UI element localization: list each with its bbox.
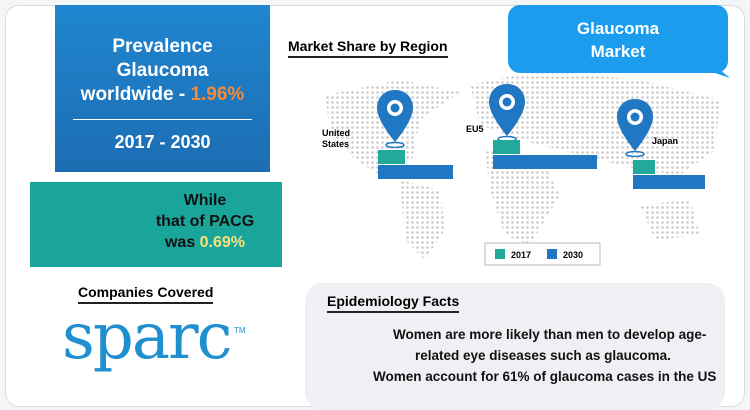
title-text: worldwide - [80,84,191,105]
prevalence-box: Prevalence Glaucoma worldwide - 1.96% 20… [55,5,270,172]
legend-swatch [547,249,557,259]
pacg-line: that of PACG [155,213,255,230]
divider [73,119,252,120]
epidemiology-box: Epidemiology Facts Women are more likely… [305,283,725,410]
bar [493,140,520,154]
epi-heading: Epidemiology Facts [327,293,460,313]
bar [378,165,453,179]
region-label: United States [322,128,350,149]
bar [378,150,405,164]
chart-title: Market Share by Region [288,38,448,58]
legend-swatch [495,249,505,259]
pacg-line: While [183,192,227,209]
company-logo: sparc [62,300,232,374]
pacg-box: While that of PACG was 0.69% [30,182,282,267]
region-label: Japan [652,136,679,146]
bubble-line: Glaucoma [576,19,660,38]
title-line: worldwide - 1.96% [55,83,270,107]
logo-mark: TM [234,326,246,335]
bar [493,155,597,169]
pacg-value: 0.69% [199,234,246,251]
legend-label: 2030 [563,250,583,260]
region-label: EU5 [466,124,484,134]
pacg-text: was [164,234,200,251]
epi-line: Women account for 61% of glaucoma cases … [373,369,717,384]
title-line: Glaucoma [116,60,209,81]
market-bubble: Glaucoma Market [508,5,728,73]
companies-heading: Companies Covered [78,284,214,304]
bar [633,160,655,174]
legend-label: 2017 [511,250,531,260]
prevalence-value: 1.96% [190,84,245,105]
epi-line: related eye diseases such as glaucoma. [415,348,671,363]
period: 2017 - 2030 [114,132,211,152]
bubble-line: Market [590,42,646,61]
bar [633,175,705,189]
legend-box [484,242,601,266]
title-line: Prevalence [112,36,213,57]
epi-line: Women are more likely than men to develo… [393,327,707,342]
pacg-line: was 0.69% [145,232,265,253]
